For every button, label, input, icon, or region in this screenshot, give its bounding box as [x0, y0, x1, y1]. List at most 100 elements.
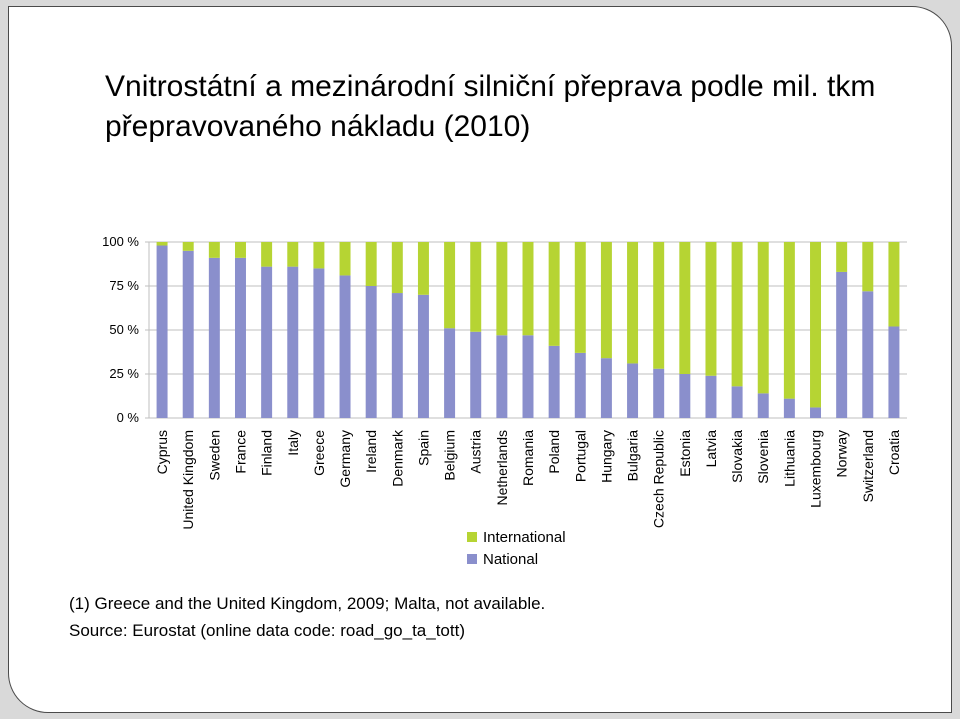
bar-national: [522, 335, 534, 418]
bar-national: [574, 352, 586, 418]
bar-national: [287, 266, 299, 418]
bar-international: [888, 242, 900, 327]
category-label: Latvia: [703, 430, 719, 468]
bar-international: [234, 242, 246, 258]
bar-national: [679, 374, 691, 418]
bar-national: [391, 293, 403, 418]
bar-international: [261, 242, 273, 267]
category-label: Germany: [337, 430, 353, 488]
bar-national: [600, 358, 612, 418]
category-label: Ireland: [363, 430, 379, 473]
category-label: Belgium: [442, 430, 458, 481]
bar-international: [522, 242, 534, 336]
bar-national: [783, 398, 795, 418]
category-label: Greece: [311, 430, 327, 476]
bar-international: [208, 242, 220, 258]
bar-national: [862, 291, 874, 418]
bar-international: [548, 242, 560, 346]
category-label: Croatia: [886, 430, 902, 475]
bar-national: [731, 386, 743, 418]
category-label: Luxembourg: [808, 430, 824, 508]
bar-international: [496, 242, 508, 336]
bar-international: [757, 242, 769, 394]
legend-label-international: International: [483, 529, 566, 546]
bar-international: [862, 242, 874, 292]
category-label: France: [232, 430, 248, 474]
category-label: Slovenia: [755, 430, 771, 484]
bar-international: [287, 242, 299, 267]
category-label: Sweden: [206, 430, 222, 481]
category-label: Denmark: [389, 429, 405, 487]
legend-swatch-national: [467, 554, 477, 564]
bar-international: [836, 242, 848, 272]
category-label: Netherlands: [494, 430, 510, 506]
bar-international: [653, 242, 665, 369]
category-label: Poland: [546, 430, 562, 474]
bar-national: [888, 326, 900, 418]
category-label: Portugal: [572, 430, 588, 482]
y-tick-label: 75 %: [109, 278, 139, 293]
legend-swatch-international: [467, 532, 477, 542]
chart-panel: 0 % 25 % 50 % 75 % 100 % Cyprus United Kingdom…: [55, 208, 933, 662]
category-label: Finland: [259, 430, 275, 476]
legend-label-national: National: [483, 551, 538, 568]
bar-national: [365, 286, 377, 418]
bar-international: [417, 242, 429, 295]
stacked-bar-chart: 0 % 25 % 50 % 75 % 100 % Cyprus United Kingdom…: [102, 234, 907, 568]
slide-title: Vnitrostátní a mezinárodní silniční přep…: [105, 70, 876, 143]
category-label: Spain: [415, 430, 431, 466]
bar-national: [417, 294, 429, 418]
category-label: Italy: [285, 430, 301, 456]
category-label: Slovakia: [729, 430, 745, 483]
bar-international: [470, 242, 482, 332]
category-label: Austria: [468, 430, 484, 474]
category-label: Lithuania: [781, 430, 797, 487]
bar-national: [810, 407, 822, 418]
bar-international: [627, 242, 639, 364]
bar-national: [653, 368, 665, 418]
bar-national: [470, 331, 482, 418]
category-label: Hungary: [598, 430, 614, 483]
category-label: Czech Republic: [651, 430, 667, 528]
category-label: United Kingdom: [180, 430, 196, 530]
y-tick-label: 50 %: [109, 322, 139, 337]
bar-international: [574, 242, 586, 353]
chart-footnote: (1) Greece and the United Kingdom, 2009;…: [69, 594, 546, 613]
bar-international: [365, 242, 377, 286]
bar-international: [391, 242, 403, 294]
category-label: Bulgaria: [625, 430, 641, 482]
bar-international: [679, 242, 691, 374]
bar-national: [444, 328, 456, 418]
bar-international: [313, 242, 325, 269]
chart-source: Source: Eurostat (online data code: road…: [69, 621, 465, 640]
bar-international: [156, 242, 168, 246]
category-label: Cyprus: [154, 430, 170, 474]
bar-national: [836, 271, 848, 418]
bar-national: [757, 393, 769, 418]
bar-national: [156, 245, 168, 418]
bar-national: [705, 375, 717, 418]
bar-national: [496, 335, 508, 418]
category-label: Romania: [520, 430, 536, 486]
bar-national: [339, 275, 351, 418]
bar-national: [313, 268, 325, 418]
bar-international: [444, 242, 456, 329]
bar-national: [261, 266, 273, 418]
category-label: Estonia: [677, 430, 693, 477]
bar-international: [600, 242, 612, 359]
bar-international: [783, 242, 795, 399]
bar-international: [731, 242, 743, 387]
bar-national: [548, 345, 560, 418]
bar-national: [234, 257, 246, 418]
bar-national: [182, 250, 194, 418]
y-tick-label: 100 %: [102, 234, 139, 249]
bar-international: [705, 242, 717, 376]
y-tick-label: 25 %: [109, 366, 139, 381]
category-label: Norway: [834, 430, 850, 477]
bar-international: [339, 242, 351, 276]
y-tick-label: 0 %: [117, 410, 140, 425]
bar-national: [208, 257, 220, 418]
bar-national: [627, 363, 639, 418]
bar-international: [810, 242, 822, 408]
bar-international: [182, 242, 194, 251]
